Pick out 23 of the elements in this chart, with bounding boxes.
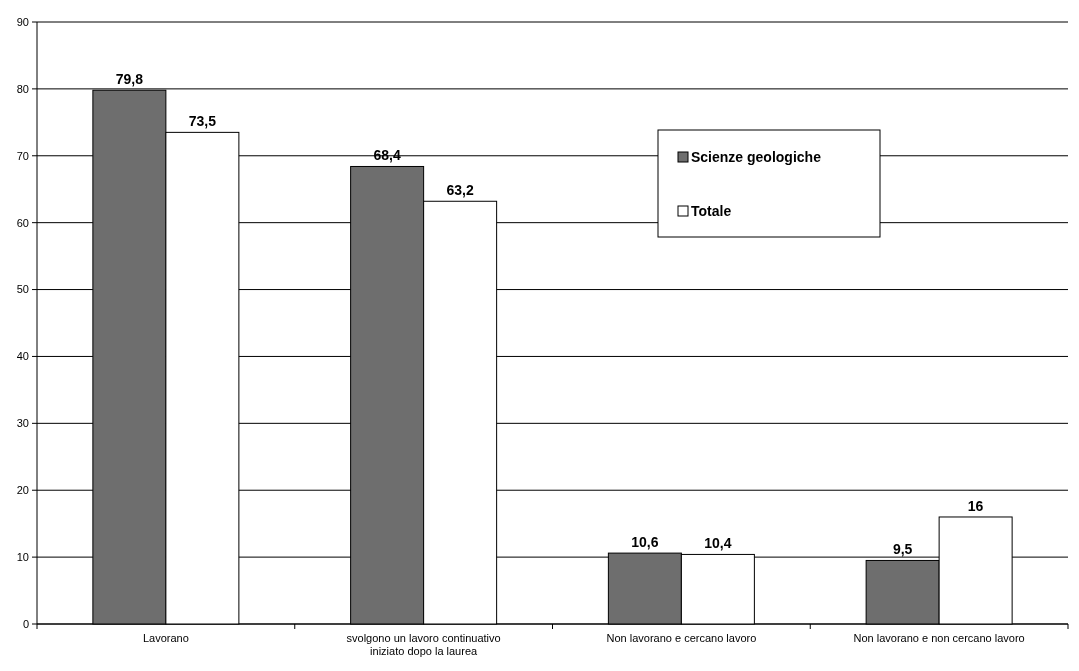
x-tick-label: Non lavorano e cercano lavoro <box>606 632 757 644</box>
text: 10,4 <box>704 535 732 552</box>
text: 79,8 <box>115 71 143 88</box>
y-tick-label: 90 <box>16 15 29 28</box>
y-tick-label: 0 <box>22 617 29 630</box>
y-tick-label: 60 <box>16 216 29 229</box>
y-tick-label: 70 <box>16 149 29 162</box>
y-tick-label: 20 <box>16 484 29 497</box>
y-tick-label: 30 <box>16 417 29 430</box>
x-tick-label: Non lavorano e non cercano lavoro <box>853 632 1025 644</box>
y-tick-label: 40 <box>16 350 29 363</box>
legend-label: Totale <box>691 202 732 219</box>
text: 9,5 <box>892 541 913 558</box>
x-tick-label: Lavorano <box>142 632 189 644</box>
legend-label: Scienze geologiche <box>691 148 822 165</box>
y-tick-label: 80 <box>16 82 29 95</box>
y-tick-label: 10 <box>16 550 29 563</box>
text: 73,5 <box>188 113 216 130</box>
text: 16 <box>967 497 984 514</box>
text: 63,2 <box>446 182 474 199</box>
text: 10,6 <box>631 534 659 551</box>
x-tick-label: svolgono un lavoro continuativo iniziato dopo la laurea <box>346 632 501 657</box>
y-tick-label: 50 <box>16 283 29 296</box>
